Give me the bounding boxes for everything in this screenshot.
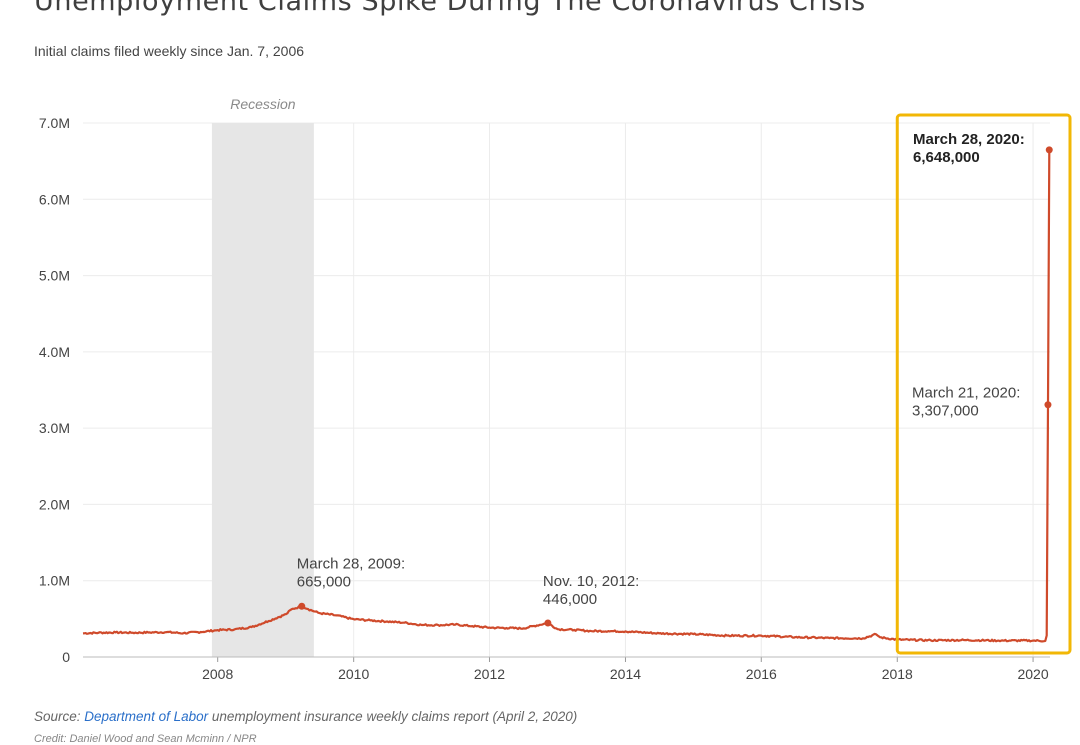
annotation-label-line2: 6,648,000 bbox=[913, 149, 980, 166]
claims-series-line bbox=[82, 149, 1051, 643]
annotation-point bbox=[1044, 401, 1052, 409]
x-tick-label: 2010 bbox=[338, 666, 369, 682]
claims-line-chart: Recession 01.0M2.0M3.0M4.0M5.0M6.0M7.0M … bbox=[39, 96, 1072, 682]
source-prefix: Source: bbox=[34, 709, 85, 724]
annotation-label-line2: 665,000 bbox=[297, 573, 351, 590]
annotation-label-line1: Nov. 10, 2012: bbox=[543, 573, 639, 590]
y-tick-label: 3.0M bbox=[39, 420, 70, 436]
x-tick-label: 2008 bbox=[202, 666, 233, 682]
annotation-point bbox=[544, 619, 552, 627]
source-note: Source: Department of Labor unemployment… bbox=[34, 709, 577, 724]
y-tick-label: 1.0M bbox=[39, 573, 70, 589]
y-axis: 0 1.0M 2.0M 3.0M 4.0M 5.0M 6.0M 7.0M bbox=[39, 115, 70, 665]
recession-band bbox=[211, 123, 314, 657]
annotation-label-line2: 446,000 bbox=[543, 591, 597, 608]
x-tick-label: 2012 bbox=[474, 666, 505, 682]
annotation-point bbox=[1045, 146, 1053, 154]
chart-subtitle: Initial claims filed weekly since Jan. 7… bbox=[34, 43, 305, 59]
source-rest: unemployment insurance weekly claims rep… bbox=[208, 709, 578, 724]
recession-label: Recession bbox=[230, 96, 296, 112]
y-tick-label: 5.0M bbox=[39, 268, 70, 284]
x-tick-label: 2014 bbox=[610, 666, 641, 682]
annotation-label-line1: March 28, 2009: bbox=[297, 555, 405, 572]
credit-note: Credit: Daniel Wood and Sean Mcminn / NP… bbox=[34, 733, 257, 745]
annotations: March 28, 2009:665,000 Nov. 10, 2012:446,… bbox=[297, 131, 1053, 627]
x-tick-label: 2016 bbox=[746, 666, 777, 682]
x-tick-label: 2020 bbox=[1017, 666, 1048, 682]
annotation-point bbox=[298, 602, 306, 610]
y-tick-label: 0 bbox=[62, 649, 70, 665]
chart-title: Unemployment Claims Spike During The Cor… bbox=[34, 0, 866, 17]
highlight-box bbox=[895, 113, 1072, 655]
y-tick-label: 6.0M bbox=[39, 191, 70, 207]
source-link[interactable]: Department of Labor bbox=[84, 709, 209, 724]
x-axis: 2008 2010 2012 2014 2016 2018 2020 bbox=[202, 657, 1049, 682]
annotation-label-line1: March 21, 2020: bbox=[912, 385, 1020, 402]
y-tick-label: 4.0M bbox=[39, 344, 70, 360]
y-tick-label: 7.0M bbox=[39, 115, 70, 131]
x-tick-label: 2018 bbox=[882, 666, 913, 682]
annotation-label-line2: 3,307,000 bbox=[912, 403, 979, 420]
annotation-label-line1: March 28, 2020: bbox=[913, 131, 1025, 148]
y-tick-label: 2.0M bbox=[39, 496, 70, 512]
